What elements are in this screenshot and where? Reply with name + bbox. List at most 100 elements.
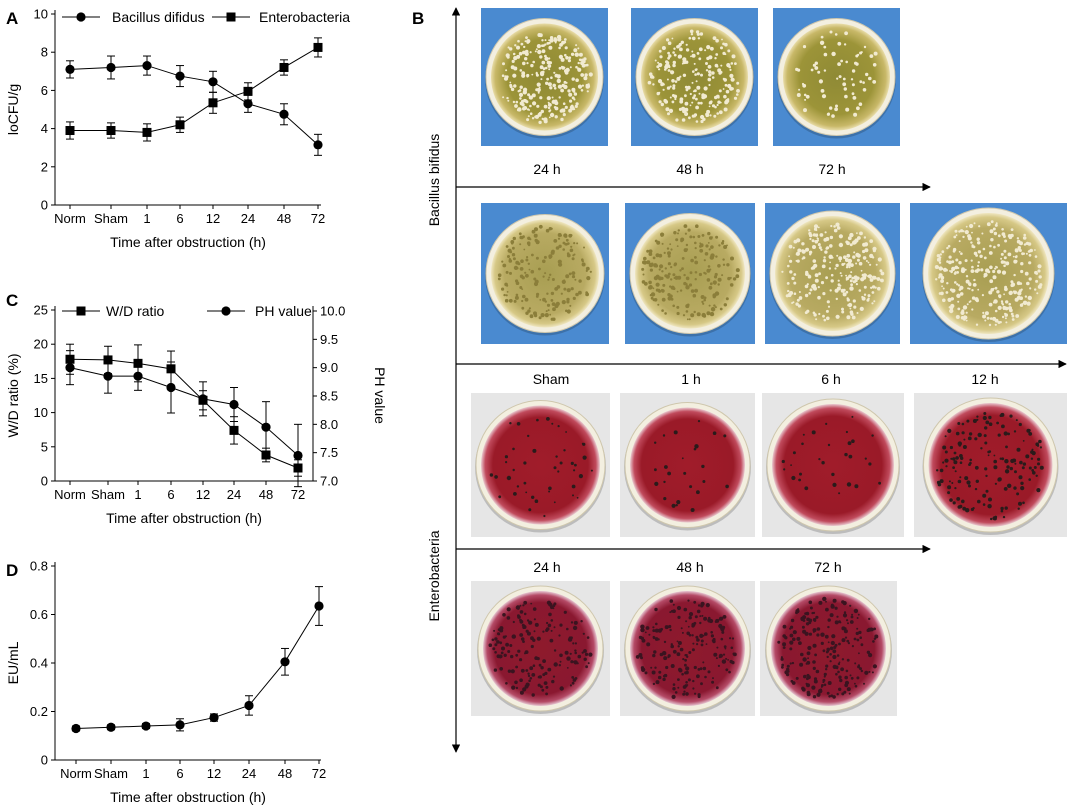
plate-agar: [928, 213, 1049, 334]
x-tick-label: 6: [167, 487, 174, 502]
data-point: [314, 601, 324, 611]
label-bacillus-bifidus: Bacillus bifidus: [426, 134, 442, 227]
y-axis-title: loCFU/g: [5, 84, 21, 135]
y-tick-label: 10: [34, 7, 48, 22]
series-values: [71, 586, 324, 734]
x-tick-label: 12: [207, 766, 221, 781]
y-tick-label: 25: [34, 303, 48, 318]
y2-tick-label: 9.5: [320, 332, 338, 347]
x-axis-title: Time after obstruction (h): [110, 789, 266, 805]
chart-c: 0 5 10 15 20 25 7.0 7.5 8.0 8.5 9.0 9.5 10.0 Norm Sham…: [5, 303, 388, 527]
data-point: [141, 721, 151, 731]
plate-entero-sham: [620, 393, 755, 537]
data-point: [142, 127, 152, 137]
y2-tick-label: 7.0: [320, 474, 338, 489]
panel-label-a: A: [6, 9, 18, 28]
plate-label: 12 h: [971, 371, 998, 387]
y-tick-label: 4: [41, 121, 48, 136]
x-tick-label: 12: [206, 211, 220, 226]
legend-marker-square: [76, 306, 86, 316]
plate-bifidus-sham: [631, 8, 758, 146]
data-point: [198, 394, 208, 404]
colony-cluster: [781, 415, 881, 495]
x-tick-label: 48: [277, 211, 291, 226]
plate-label: 72 h: [818, 161, 845, 177]
plate-label: 48 h: [676, 161, 703, 177]
colony-cluster: [781, 222, 885, 322]
data-point: [71, 723, 81, 734]
plate-agar: [641, 23, 748, 131]
y2-tick-label: 9.0: [320, 360, 338, 375]
x-tick-label: 6: [176, 211, 183, 226]
x-tick-label: 24: [227, 487, 241, 502]
x-tick-label: Norm: [54, 487, 86, 502]
data-point: [313, 42, 323, 52]
label-enterobacteria: Enterobacteria: [426, 530, 442, 621]
y-axis-title: EU/mL: [5, 641, 21, 684]
data-point: [65, 363, 75, 373]
legend-label: Bacillus difidus: [112, 9, 205, 25]
y2-tick-label: 7.5: [320, 445, 338, 460]
y2-tick-label: 8.0: [320, 417, 338, 432]
y-tick-label: 20: [34, 337, 48, 352]
y-tick-label: 10: [34, 405, 48, 420]
x-tick-label: Sham: [94, 766, 128, 781]
data-point: [106, 126, 116, 136]
legend-label: PH value: [255, 303, 312, 319]
data-point: [65, 126, 75, 136]
x-tick-label: Sham: [91, 487, 125, 502]
series-line: [70, 46, 319, 133]
plate-label: 72 h: [814, 559, 841, 575]
data-point: [106, 62, 116, 73]
plate-entero-24h: [620, 581, 755, 716]
data-point: [166, 382, 176, 393]
legend-label: W/D ratio: [106, 303, 165, 319]
y-tick-label: 2: [41, 159, 48, 174]
y-tick-label: 0.6: [30, 607, 48, 622]
panel-b-plates: Bacillus bifidus Enterobacteria 24 h 48 …: [426, 7, 1067, 753]
panel-label-d: D: [6, 561, 18, 580]
data-point: [280, 657, 290, 667]
y-tick-label: 0: [41, 474, 48, 489]
plate-entero-norm: [471, 393, 610, 537]
panel-label-c: C: [6, 291, 18, 310]
data-point: [279, 62, 289, 72]
x-tick-label: Norm: [60, 766, 92, 781]
plate-bifidus-6h: [481, 203, 609, 344]
plate-bifidus-48h: [910, 203, 1067, 344]
series-line: [75, 605, 320, 729]
legend-marker-circle: [221, 306, 231, 316]
plate-entero-6h: [914, 393, 1067, 537]
y-tick-label: 0.2: [30, 704, 48, 719]
x-tick-label: 24: [241, 211, 255, 226]
plate-label: 24 h: [533, 559, 560, 575]
series-w-d-ratio: [65, 343, 303, 477]
colony-cluster: [497, 224, 592, 321]
x-tick-label: 1: [134, 487, 141, 502]
colony-cluster: [647, 29, 740, 124]
y-tick-label: 0.8: [30, 559, 48, 574]
data-point: [106, 722, 116, 732]
plate-label: 48 h: [676, 559, 703, 575]
data-point: [229, 399, 239, 410]
y2-axis-title: PH value: [372, 367, 388, 424]
panel-label-b: B: [412, 9, 424, 28]
y-tick-label: 5: [41, 439, 48, 454]
data-point: [208, 98, 218, 108]
plate-agar: [772, 404, 894, 526]
series-line: [69, 367, 299, 456]
data-point: [208, 77, 218, 87]
colony-cluster: [501, 33, 593, 125]
plate-agar: [928, 403, 1053, 527]
colony-cluster: [635, 599, 737, 700]
data-point: [65, 64, 75, 74]
y2-tick-label: 10.0: [320, 304, 345, 319]
x-tick-label: 1: [143, 211, 150, 226]
chart-d: 0 0.2 0.4 0.6 0.8 Norm Sham 1 6 12 24 48 72 Time afte…: [5, 559, 326, 806]
colony-cluster: [654, 420, 729, 512]
plate-entero-12h: [471, 581, 610, 716]
data-point: [142, 60, 152, 71]
x-tick-label: 1: [142, 766, 149, 781]
colony-cluster: [936, 412, 1044, 521]
